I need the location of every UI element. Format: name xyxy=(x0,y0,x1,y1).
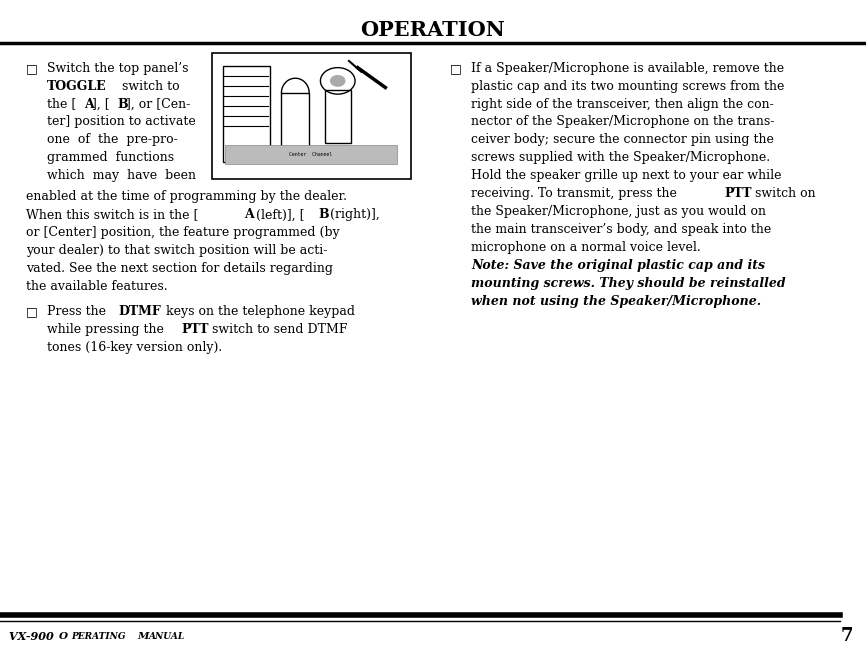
Text: 7: 7 xyxy=(841,627,853,646)
Text: ], or [Cen-: ], or [Cen- xyxy=(126,97,190,111)
Text: receiving. To transmit, press the: receiving. To transmit, press the xyxy=(471,187,681,200)
Text: PTT: PTT xyxy=(724,187,752,200)
Text: one  of  the  pre-pro-: one of the pre-pro- xyxy=(47,133,178,147)
Text: when not using the Speaker/Microphone.: when not using the Speaker/Microphone. xyxy=(471,294,761,308)
Circle shape xyxy=(330,75,346,87)
Text: DTMF: DTMF xyxy=(119,305,161,318)
Text: ANUAL: ANUAL xyxy=(149,632,185,641)
Text: plastic cap and its two mounting screws from the: plastic cap and its two mounting screws … xyxy=(471,80,785,93)
Text: the [: the [ xyxy=(47,97,76,111)
Bar xyxy=(223,66,270,162)
Bar xyxy=(281,93,309,159)
Text: the Speaker/Microphone, just as you would on: the Speaker/Microphone, just as you woul… xyxy=(471,205,766,218)
Text: Hold the speaker grille up next to your ear while: Hold the speaker grille up next to your … xyxy=(471,169,782,182)
Text: □: □ xyxy=(26,62,38,75)
Text: Switch the top panel’s: Switch the top panel’s xyxy=(47,62,188,75)
Text: nector of the Speaker/Microphone on the trans-: nector of the Speaker/Microphone on the … xyxy=(471,115,774,129)
Text: the available features.: the available features. xyxy=(26,280,168,293)
Text: right side of the transceiver, then align the con-: right side of the transceiver, then alig… xyxy=(471,97,774,111)
Text: (right)],: (right)], xyxy=(326,208,380,221)
Text: O: O xyxy=(59,632,68,641)
Text: ], [: ], [ xyxy=(92,97,109,111)
Text: B: B xyxy=(118,97,128,111)
Text: □: □ xyxy=(26,305,38,318)
Text: (left)], [: (left)], [ xyxy=(252,208,305,221)
Text: enabled at the time of programming by the dealer.: enabled at the time of programming by th… xyxy=(26,190,347,204)
Text: switch on: switch on xyxy=(751,187,816,200)
Text: PERATING: PERATING xyxy=(71,632,129,641)
Text: tones (16-key version only).: tones (16-key version only). xyxy=(47,341,222,354)
Text: your dealer) to that switch position will be acti-: your dealer) to that switch position wil… xyxy=(26,244,327,257)
Text: screws supplied with the Speaker/Microphone.: screws supplied with the Speaker/Microph… xyxy=(471,151,770,164)
Bar xyxy=(225,145,397,164)
Text: OPERATION: OPERATION xyxy=(360,20,506,40)
Text: ter] position to activate: ter] position to activate xyxy=(47,115,196,129)
Text: or [Center] position, the feature programmed (by: or [Center] position, the feature progra… xyxy=(26,226,339,239)
Text: VX-900: VX-900 xyxy=(9,631,57,642)
Text: If a Speaker/Microphone is available, remove the: If a Speaker/Microphone is available, re… xyxy=(471,62,785,75)
FancyBboxPatch shape xyxy=(212,53,411,179)
Text: while pressing the: while pressing the xyxy=(47,323,168,336)
Text: the main transceiver’s body, and speak into the: the main transceiver’s body, and speak i… xyxy=(471,223,772,236)
Text: grammed  functions: grammed functions xyxy=(47,151,174,164)
Text: vated. See the next section for details regarding: vated. See the next section for details … xyxy=(26,262,333,275)
Text: mounting screws. They should be reinstalled: mounting screws. They should be reinstal… xyxy=(471,276,785,290)
Text: □: □ xyxy=(450,62,462,75)
Text: A: A xyxy=(84,97,94,111)
Text: which  may  have  been: which may have been xyxy=(47,169,196,182)
Text: Press the: Press the xyxy=(47,305,110,318)
Text: B: B xyxy=(319,208,329,221)
Text: Center  Channel: Center Channel xyxy=(289,152,333,157)
Bar xyxy=(325,90,351,143)
Text: M: M xyxy=(137,632,148,641)
Text: keys on the telephone keypad: keys on the telephone keypad xyxy=(162,305,355,318)
Text: Note: Save the original plastic cap and its: Note: Save the original plastic cap and … xyxy=(471,259,765,272)
Text: PTT: PTT xyxy=(181,323,209,336)
Text: TOGGLE: TOGGLE xyxy=(47,80,107,93)
Text: switch to: switch to xyxy=(118,80,179,93)
Text: When this switch is in the [: When this switch is in the [ xyxy=(26,208,198,221)
Text: microphone on a normal voice level.: microphone on a normal voice level. xyxy=(471,241,701,254)
Text: A: A xyxy=(244,208,254,221)
Text: switch to send DTMF: switch to send DTMF xyxy=(208,323,347,336)
Text: ceiver body; secure the connector pin using the: ceiver body; secure the connector pin us… xyxy=(471,133,774,147)
